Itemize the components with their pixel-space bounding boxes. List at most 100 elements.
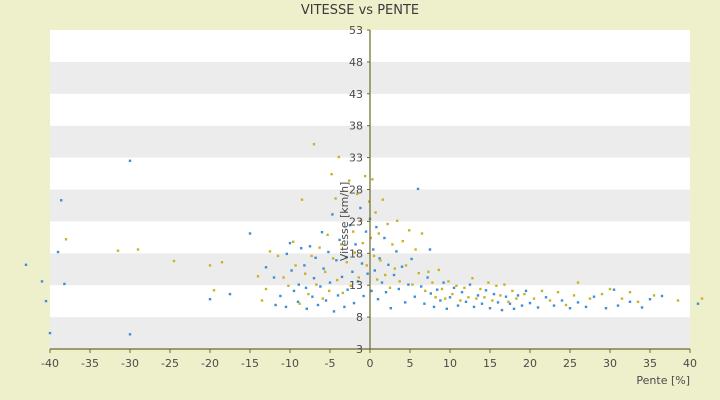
data-point [284,305,288,309]
data-point [376,298,380,301]
data-point [298,302,301,305]
data-point [416,187,420,191]
data-point [384,291,388,294]
data-point [401,240,404,243]
y-tick-label: 23 [349,215,363,228]
data-point [340,243,343,246]
axes [49,29,691,353]
data-point [326,233,329,236]
data-point [343,305,346,309]
data-point [480,302,484,305]
data-point [361,241,364,245]
y-tick-label: 18 [349,247,363,260]
y-tick-label: 53 [349,24,363,37]
data-point [304,272,307,275]
data-point [320,231,324,234]
x-tick-label: -20 [201,357,219,370]
data-point [353,251,356,254]
data-point [268,250,272,253]
data-point [344,210,347,213]
data-point [352,230,355,233]
data-point [424,289,427,293]
data-point [472,305,476,309]
data-point [600,292,604,296]
data-point [588,297,592,300]
data-point [288,241,292,245]
y-tick-label: 3 [356,343,363,356]
data-point [420,232,424,235]
data-point [248,232,252,235]
data-point [379,259,382,262]
data-point [128,333,132,336]
data-point [296,300,300,303]
data-point [256,275,260,278]
data-point [503,283,506,286]
data-point [528,301,532,305]
data-point [351,270,354,273]
data-point [352,301,356,305]
data-point [64,238,68,241]
data-point [432,305,436,309]
data-point [429,292,432,295]
data-point [608,287,612,291]
data-point [396,219,399,222]
data-point [212,289,216,292]
data-point [359,206,362,210]
data-point [488,307,492,310]
data-point [552,304,556,307]
data-point [464,300,468,303]
data-point [344,255,348,259]
data-point [410,257,413,261]
data-point [398,280,401,283]
data-point [492,292,496,296]
data-point [484,289,488,292]
data-point [648,298,652,301]
data-point [491,299,494,302]
y-tick-label: 38 [349,120,363,133]
x-tick-label: 20 [523,357,537,370]
data-point [312,143,316,146]
data-point [336,278,339,282]
data-point [264,287,268,291]
data-point [564,303,568,307]
data-point [495,284,498,287]
data-point [24,263,28,266]
data-point [496,301,500,304]
data-point [365,264,368,267]
data-point [366,272,369,275]
data-point [369,236,372,240]
data-point [442,281,445,284]
data-point [612,288,616,291]
data-point [346,288,349,291]
y-axis-label: Vitesse [km/h] [338,182,351,262]
y-tick-label: 13 [349,279,363,292]
data-point [276,254,280,258]
data-point [392,273,396,277]
data-point [348,224,352,227]
data-point [395,250,398,253]
data-point [548,299,552,302]
data-point [136,248,140,251]
data-point [428,248,432,251]
data-point [468,283,472,286]
data-point [63,282,66,286]
data-point [389,307,392,310]
x-tick-label: -5 [325,357,336,370]
x-tick-label: 30 [603,357,617,370]
data-point [357,276,360,279]
data-point [475,297,478,300]
x-tick-label: -40 [41,357,59,370]
data-point [417,271,420,275]
data-point [279,294,282,298]
chart-title: VITESSE vs PENTE [301,3,419,18]
data-point [544,296,548,299]
data-point [604,307,608,310]
data-point [336,294,340,297]
data-point [516,294,520,297]
data-point [305,307,308,310]
data-point [393,267,396,270]
data-point [404,301,407,304]
data-point [660,294,664,298]
data-point [48,331,52,335]
